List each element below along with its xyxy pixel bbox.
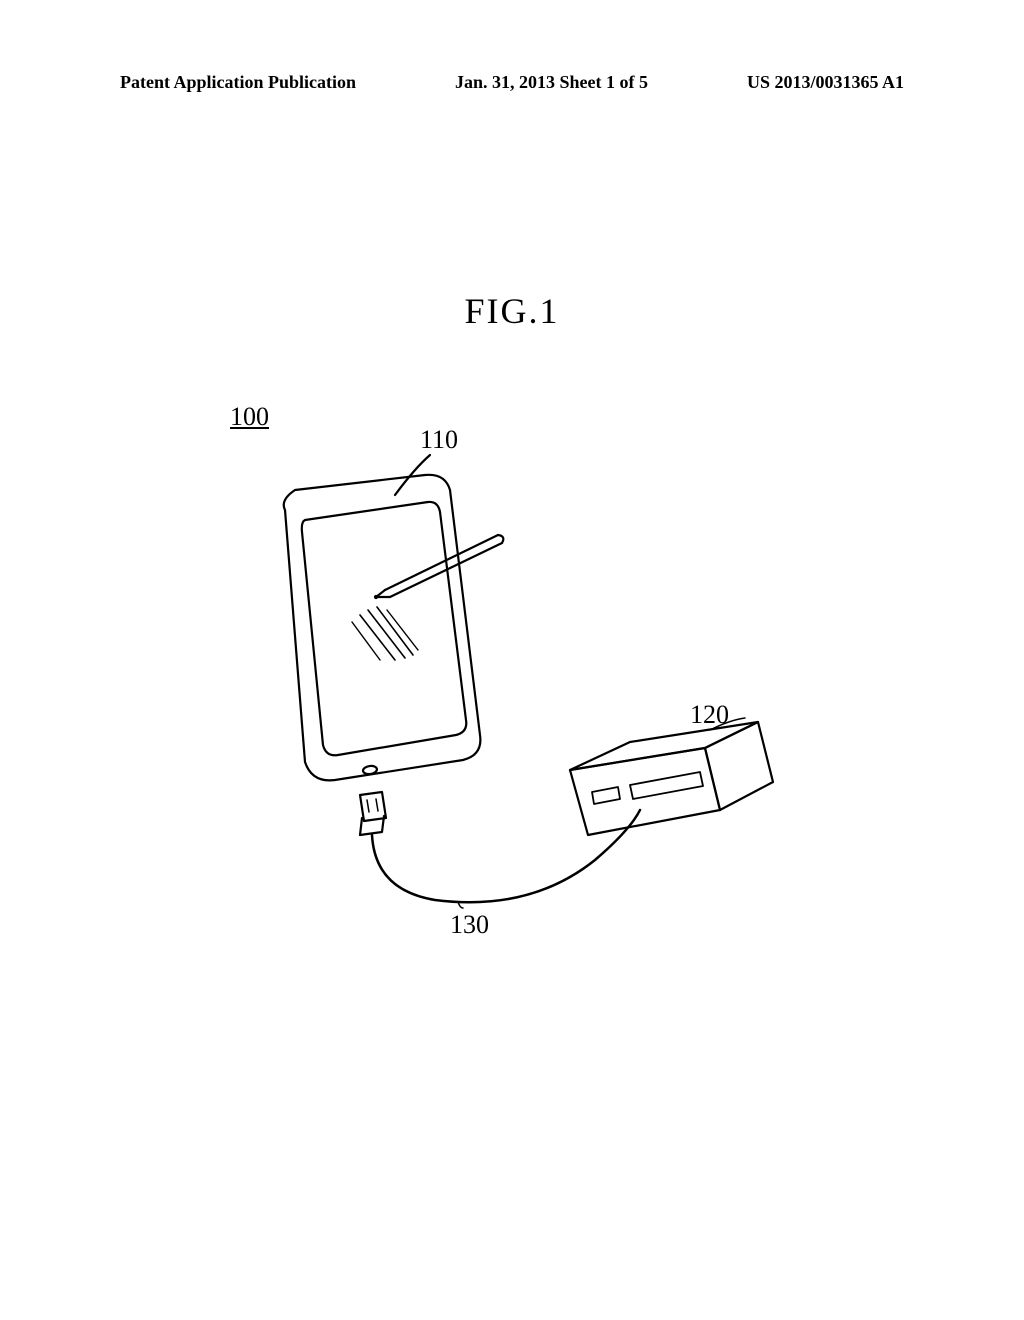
reference-numeral-100: 100 [230,402,269,432]
device-illustration [200,400,820,960]
header-right: US 2013/0031365 A1 [747,72,904,93]
header-center: Jan. 31, 2013 Sheet 1 of 5 [455,72,648,93]
page-header: Patent Application Publication Jan. 31, … [0,72,1024,93]
reference-numeral-120: 120 [690,700,729,730]
figure-title: FIG.1 [0,290,1024,332]
patent-figure-1: 100 110 120 130 [200,400,820,960]
reference-numeral-130: 130 [450,910,489,940]
reference-numeral-110: 110 [420,425,458,455]
header-left: Patent Application Publication [120,72,356,93]
